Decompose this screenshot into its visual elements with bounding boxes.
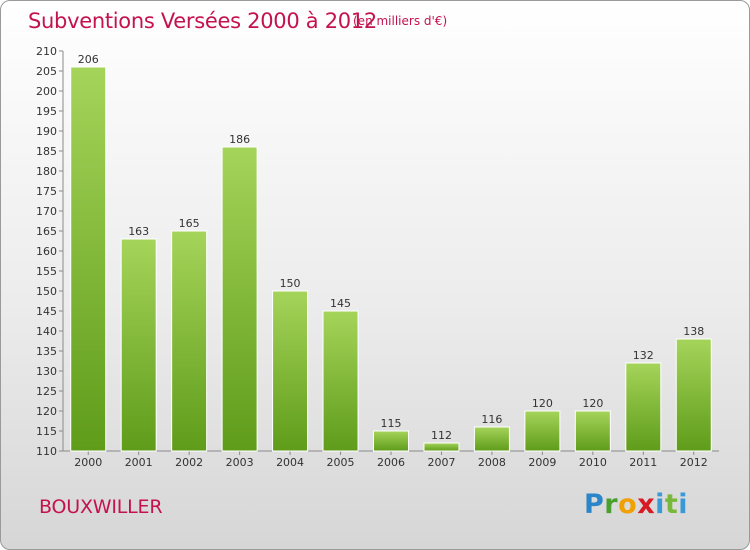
data-label: 112 (431, 429, 452, 442)
x-tick-label: 2002 (175, 456, 203, 469)
commune-name: BOUXWILLER (39, 496, 163, 518)
x-tick-label: 2005 (327, 456, 355, 469)
logo-letter: i (655, 489, 665, 520)
data-label: 116 (481, 413, 502, 426)
y-tick-label: 175 (36, 185, 57, 198)
y-tick-label: 135 (36, 345, 57, 358)
x-axis: 2000 2001 2002 2003 2004 2005 2006 2007 2008 2009… (63, 450, 719, 469)
y-tick-label: 155 (36, 265, 57, 278)
y-axis: 110 115 120 125 130 135 140 145 150 155 160 165 170 1… (36, 45, 64, 458)
data-label: 132 (633, 349, 654, 362)
x-tick-label: 2011 (629, 456, 657, 469)
y-tick-label: 140 (36, 325, 57, 338)
bar-2001 (120, 238, 157, 452)
y-tick-label: 110 (36, 445, 57, 458)
x-tick-label: 2006 (377, 456, 405, 469)
bar-2006 (373, 430, 409, 452)
unit-note: (en milliers d'€) (353, 14, 448, 28)
logo-letter: t (664, 489, 679, 520)
bar-2010 (574, 410, 611, 452)
y-tick-label: 185 (36, 145, 57, 158)
logo-letter: P (584, 489, 605, 520)
data-label: 138 (683, 325, 704, 338)
y-tick-label: 145 (36, 305, 57, 318)
y-tick-label: 170 (36, 205, 57, 218)
y-tick-label: 200 (36, 85, 57, 98)
bar-2012 (675, 338, 712, 452)
data-label: 120 (532, 397, 553, 410)
bar-2005 (322, 310, 359, 452)
logo-letter: o (618, 489, 638, 520)
data-label: 145 (330, 297, 351, 310)
x-tick-label: 2007 (427, 456, 455, 469)
data-labels: 206 163 165 186 150 145 115 112 116 120 120 132 138 (78, 53, 705, 442)
data-label: 206 (78, 53, 99, 66)
data-label: 150 (280, 277, 301, 290)
logo-letter: r (604, 489, 619, 520)
data-label: 186 (229, 133, 250, 146)
bar-2002 (171, 230, 208, 452)
bar-2009 (524, 410, 561, 452)
y-tick-label: 150 (36, 285, 57, 298)
data-label: 163 (128, 225, 149, 238)
chart-title: Subventions Versées 2000 à 2012 (28, 9, 377, 33)
y-tick-label: 180 (36, 165, 57, 178)
bar-2007 (423, 442, 460, 452)
bar-2011 (625, 362, 662, 452)
logo-letter: i (678, 489, 689, 520)
bars (70, 66, 712, 452)
x-tick-label: 2003 (226, 456, 254, 469)
data-label: 165 (179, 217, 200, 230)
y-tick-label: 210 (36, 45, 57, 58)
bar-2008 (473, 426, 510, 452)
bar-2004 (272, 290, 309, 452)
y-tick-label: 120 (36, 405, 57, 418)
proxiti-logo: Proxiti (584, 489, 688, 520)
x-tick-label: 2009 (528, 456, 556, 469)
data-label: 120 (582, 397, 603, 410)
x-tick-label: 2008 (478, 456, 506, 469)
y-tick-label: 195 (36, 105, 57, 118)
y-tick-label: 190 (36, 125, 57, 138)
y-tick-label: 205 (36, 65, 57, 78)
x-tick-label: 2010 (579, 456, 607, 469)
bar-2003 (221, 146, 258, 452)
x-tick-label: 2004 (276, 456, 304, 469)
y-tick-label: 125 (36, 385, 57, 398)
x-tick-label: 2001 (125, 456, 153, 469)
y-tick-label: 130 (36, 365, 57, 378)
y-tick-label: 160 (36, 245, 57, 258)
bar-2000 (70, 66, 107, 452)
x-tick-label: 2000 (74, 456, 102, 469)
x-tick-label: 2012 (680, 456, 708, 469)
logo-letter: x (637, 489, 656, 520)
y-tick-label: 115 (36, 425, 57, 438)
y-tick-label: 165 (36, 225, 57, 238)
data-label: 115 (381, 417, 402, 430)
